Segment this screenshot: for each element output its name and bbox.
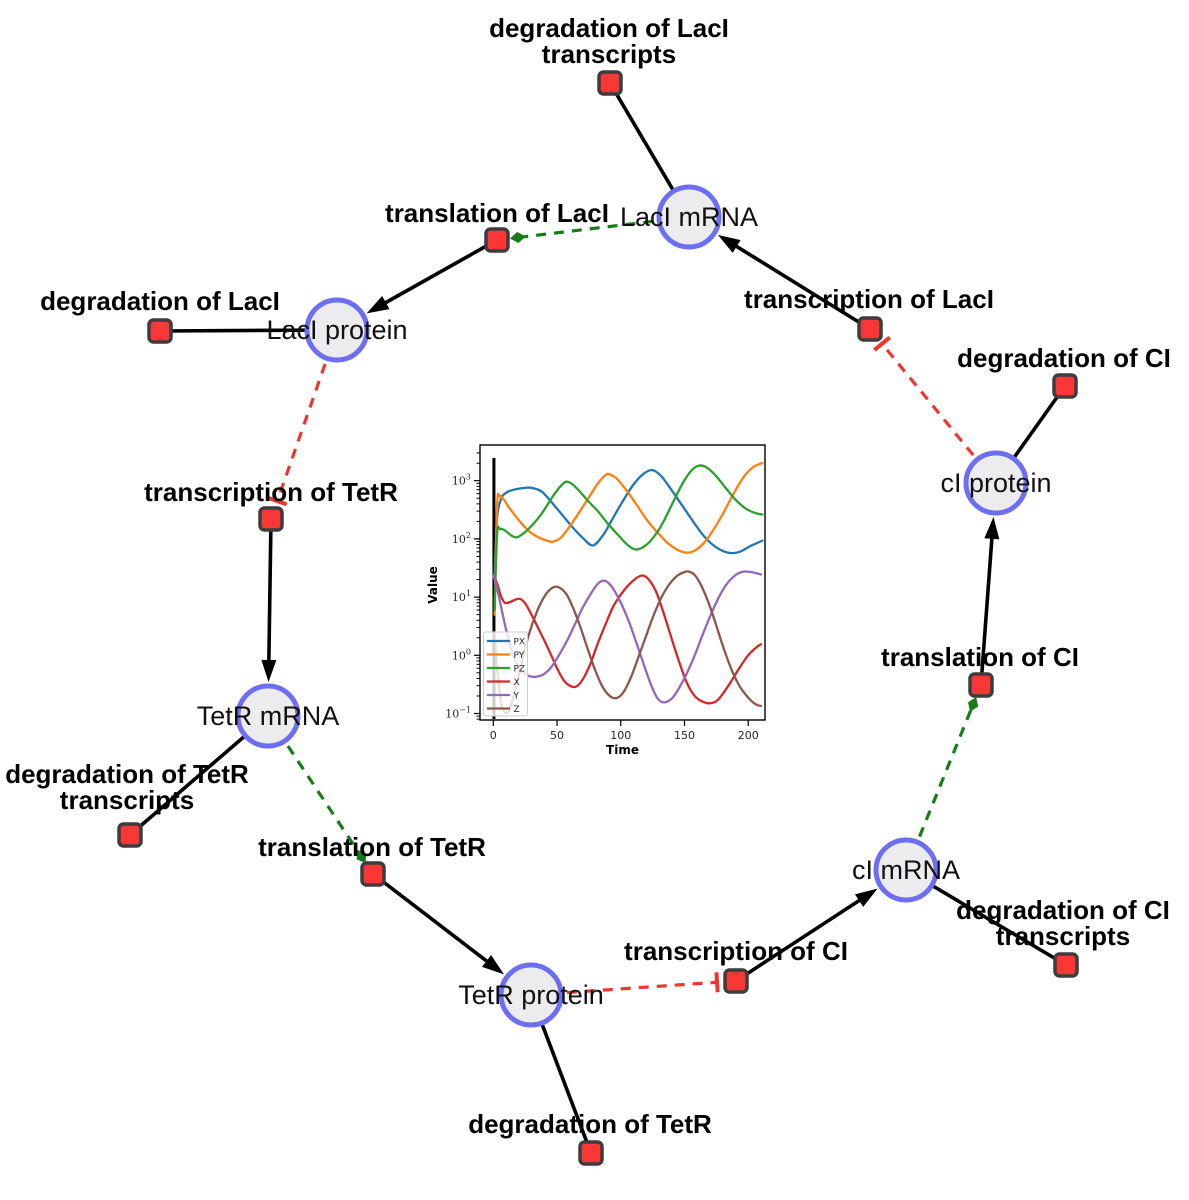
- x-tick-label-200: 200: [738, 729, 759, 742]
- reaction-node-r_transl_tetr: [360, 861, 386, 887]
- edge-product-r_transl_tetr-s_tetr_prot: [371, 872, 496, 969]
- reaction-label-r_deg_tetr-0: degradation of TetR: [468, 1109, 712, 1139]
- x-tick-label-150: 150: [674, 729, 695, 742]
- series-line-X: [492, 573, 763, 705]
- edge-modifier-s_laci_mrna-r_transl_laci-diamond: [509, 232, 526, 243]
- edges-layer: [128, 82, 1067, 1154]
- reaction-label-r_transcr_tetr-0: transcription of TetR: [144, 477, 398, 507]
- edge-inhibitor-s_ci_prot-r_transcr_laci-tbar: [873, 335, 892, 352]
- species-label-s_ci_prot: cI protein: [940, 468, 1051, 498]
- reaction-label-r_transl_laci-0: translation of LacI: [385, 198, 609, 228]
- species-node-s_laci_mrna: [656, 184, 722, 250]
- edge-product-r_transcr_ci-s_ci_mrna-arrowhead: [855, 888, 878, 907]
- reaction-label-r_deg_laci_tr-0: degradation of LacI: [489, 13, 729, 43]
- reaction-node-r_transl_laci: [484, 227, 510, 253]
- series-line-PY: [493, 461, 764, 616]
- species-node-s_ci_prot: [963, 450, 1029, 516]
- edge-inhibitor-s_tetr_prot-r_transcr_ci: [530, 980, 718, 997]
- edge-product-r_transcr_tetr-s_tetr_mrna-arrowhead: [261, 659, 277, 683]
- legend-entry-PX: PX: [514, 638, 526, 648]
- labels-layer: LacI mRNA LacI protein cI protein TetR mRNA…: [5, 13, 1171, 1139]
- reaction-label-r_transcr_laci-0: transcription of LacI: [744, 284, 994, 314]
- reaction-node-r_deg_laci: [147, 318, 173, 344]
- reaction-label-r_transl_ci-0: translation of CI: [881, 642, 1079, 672]
- reaction-label-r_transl_tetr-0: translation of TetR: [258, 832, 486, 862]
- edge-product-r_transl_tetr-s_tetr_prot-arrowhead: [481, 954, 505, 975]
- species-label-s_tetr_mrna: TetR mRNA: [197, 701, 340, 731]
- reaction-node-r_deg_ci: [1052, 373, 1078, 399]
- species-label-s_ci_mrna: cI mRNA: [852, 855, 960, 885]
- edge-product-r_transcr_laci-s_laci_mrna-arrowhead: [717, 234, 741, 253]
- species-label-s_tetr_prot: TetR protein: [458, 980, 604, 1010]
- reaction-label-r_deg_ci-0: degradation of CI: [957, 343, 1171, 373]
- legend-entry-Z: Z: [514, 705, 520, 715]
- x-tick-label-100: 100: [610, 729, 631, 742]
- species-label-s_laci_prot: LacI protein: [266, 315, 407, 345]
- species-label-s_laci_mrna: LacI mRNA: [620, 202, 758, 232]
- edge-product-r_transcr_tetr-s_tetr_mrna: [266, 518, 273, 671]
- species-node-s_tetr_prot: [498, 962, 564, 1028]
- reaction-node-r_transcr_tetr: [258, 506, 284, 532]
- edge-inhibitor-s_laci_prot-r_transcr_tetr: [275, 329, 339, 502]
- reaction-node-r_deg_laci_tr: [597, 70, 623, 96]
- edge-modifier-s_ci_mrna-r_transl_ci-diamond: [968, 697, 979, 712]
- reaction-node-r_deg_ci_tr: [1053, 952, 1079, 978]
- reaction-node-r_transcr_ci: [723, 968, 749, 994]
- reaction-label-r_deg_ci_tr-0: degradation of CI: [956, 895, 1170, 925]
- legend-entry-PZ: PZ: [514, 665, 526, 675]
- edge-product-r_transl_laci-s_laci_prot-arrowhead: [366, 296, 390, 314]
- y-axis-title: Value: [426, 566, 440, 604]
- reaction-label-r_deg_tetr_tr-0: degradation of TetR: [5, 759, 249, 789]
- reaction-label-r_deg_ci_tr-1: transcripts: [996, 921, 1130, 951]
- edge-inhibitor-s_ci_prot-r_transcr_laci: [880, 342, 998, 485]
- edge-product-r_transcr_laci-s_laci_mrna: [727, 239, 871, 331]
- species-node-s_laci_prot: [304, 297, 370, 363]
- reaction-node-r_deg_tetr_tr: [117, 822, 143, 848]
- legend-entry-PY: PY: [514, 651, 525, 661]
- edge-modifier-s_tetr_mrna-r_transl_tetr-diamond: [356, 849, 366, 864]
- series-line-PX: [493, 468, 764, 576]
- reaction-label-r_deg_tetr_tr-1: transcripts: [60, 785, 194, 815]
- reaction-node-r_transl_ci: [968, 672, 994, 698]
- reaction-label-r_transcr_ci-0: transcription of CI: [624, 936, 848, 966]
- x-tick-label-50: 50: [550, 729, 564, 742]
- species-node-s_ci_mrna: [873, 837, 939, 903]
- edge-product-r_transl_laci-s_laci_prot: [376, 238, 498, 310]
- series-line-PZ: [493, 464, 764, 612]
- reaction-label-r_deg_laci_tr-1: transcripts: [542, 39, 676, 69]
- axes-frame: [479, 444, 766, 721]
- reaction-node-r_transcr_laci: [857, 316, 883, 342]
- chart-legend: PX PY PZ XYZ: [483, 631, 528, 717]
- nodes-layer: [117, 70, 1079, 1166]
- reaction-label-r_deg_laci-0: degradation of LacI: [40, 286, 280, 316]
- edge-inhibitor-s_laci_prot-r_transcr_tetr-tbar: [267, 495, 288, 507]
- reaction-node-r_deg_tetr: [578, 1140, 604, 1166]
- edge-product-r_transl_ci-s_ci_prot: [979, 528, 995, 686]
- species-node-s_tetr_mrna: [235, 683, 301, 749]
- edge-product-r_transcr_ci-s_ci_mrna: [735, 893, 869, 983]
- legend-entry-Y: Y: [513, 692, 520, 702]
- x-tick-label-0: 0: [490, 729, 497, 742]
- legend-entry-X: X: [514, 678, 520, 688]
- x-axis-title: Time: [606, 743, 639, 757]
- edge-product-r_transl_ci-s_ci_prot-arrowhead: [984, 516, 1000, 540]
- edge-inhibitor-s_tetr_prot-r_transcr_ci-tbar: [714, 972, 720, 993]
